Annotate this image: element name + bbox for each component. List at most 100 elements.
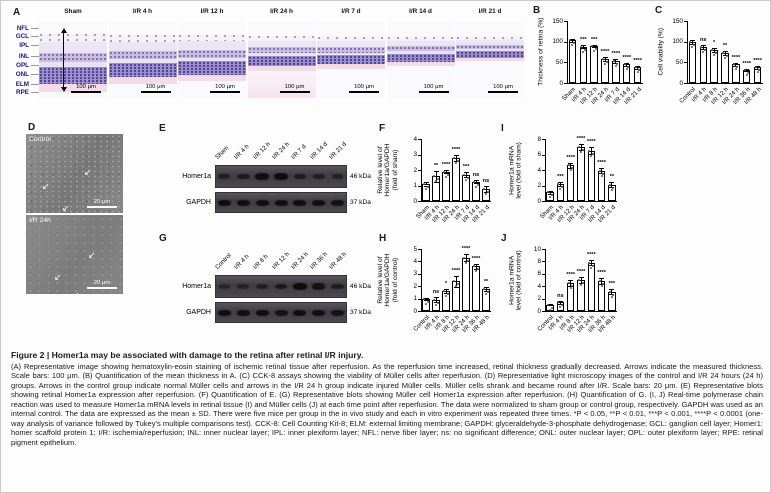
data-point [423, 182, 425, 185]
error-bar-cap [463, 172, 469, 174]
data-point [714, 51, 717, 54]
data-point [463, 173, 465, 176]
y-tick-label: 0 [559, 79, 563, 87]
histology-image-4: 100 μm [247, 22, 316, 98]
scale-bar-text: 100 μm [215, 84, 235, 90]
error-bar-cap [689, 43, 695, 45]
error-bar-cap [711, 51, 717, 53]
panel-letter-g: G [159, 233, 167, 244]
data-point [702, 50, 705, 53]
error-bar [425, 182, 427, 186]
y-axis [421, 139, 422, 201]
error-bar-cap [547, 305, 553, 307]
data-point [614, 65, 617, 68]
error-bar [445, 169, 447, 174]
error-bar-cap [443, 293, 449, 295]
data-point [569, 287, 572, 290]
error-bar-cap [609, 187, 615, 189]
y-tick [564, 62, 567, 64]
error-bar-cap [473, 179, 479, 181]
protein-band [331, 283, 344, 290]
scale-bar-text: 100 μm [284, 84, 305, 90]
scale-bar: 100 μm [210, 84, 240, 93]
data-point [581, 282, 584, 284]
retina-band [108, 41, 177, 51]
y-tick-label: 0 [537, 307, 541, 315]
histology-column-title: Sham [64, 8, 82, 15]
protein-band [274, 309, 288, 316]
y-tick-label: 1 [413, 182, 417, 189]
error-bar [590, 259, 592, 266]
error-bar-cap [473, 183, 479, 185]
data-point [425, 187, 427, 190]
data-point [549, 308, 552, 311]
y-tick-label: 6 [537, 151, 541, 158]
scale-bar-text: 100 μm [493, 84, 513, 90]
data-point [610, 295, 613, 298]
panel-h-chart: H 0 1 2 3 4 5 Relative level of Homer1a/GAPDH (fo… [375, 233, 497, 349]
data-point [455, 285, 457, 288]
data-point [476, 268, 479, 271]
y-tick-label: 50 [555, 58, 563, 66]
data-point [580, 45, 583, 48]
data-point [616, 63, 619, 66]
error-bar-cap [635, 65, 641, 67]
error-bar-cap [609, 182, 615, 183]
y-axis [545, 139, 546, 201]
protein-band [293, 309, 307, 316]
retina-band [247, 40, 316, 48]
control-microscopy-image: Control 20 μm ↙ ↙ ↙ [26, 134, 123, 213]
panel-d: D Control 20 μm ↙ ↙ ↙ I/R 24h 20 μm ↙ ↙ ↙ [26, 122, 126, 304]
data-point [600, 174, 603, 177]
retina-band [317, 37, 385, 42]
y-axis-label-line: Relative level of [376, 146, 384, 194]
y-tick [418, 154, 421, 156]
y-tick-label: 0 [413, 307, 417, 315]
data-point [486, 291, 489, 294]
error-bar [601, 277, 603, 284]
error-bar-cap [568, 162, 574, 164]
panel-c-chart: C 0 50 100 150 Cell viability (%) Control ns I/R… [651, 5, 770, 121]
error-bar-cap [443, 173, 449, 175]
protein-band [217, 309, 231, 316]
error-bar [465, 253, 467, 262]
significance-label: **** [611, 51, 621, 58]
data-point [612, 60, 615, 63]
kda-label: 46 kDa [350, 172, 371, 180]
data-point [608, 290, 611, 293]
data-point [571, 285, 574, 288]
error-bar [637, 65, 639, 69]
data-point [581, 148, 584, 151]
error-bar [593, 44, 595, 48]
significance-label: **** [731, 54, 741, 61]
y-tick-label: 4 [413, 257, 417, 265]
error-bar-cap [433, 181, 439, 183]
y-axis-label-line: level (fold of sham) [515, 141, 523, 199]
data-point [550, 306, 553, 309]
protein-band [255, 309, 269, 316]
error-bar-cap [578, 149, 584, 151]
histology-image-1: 100 μm [39, 22, 107, 98]
error-bar-cap [580, 45, 586, 47]
data-point [569, 39, 572, 42]
bar-i-r-24-h [577, 146, 585, 201]
y-tick [418, 249, 421, 250]
retina-band [247, 36, 316, 41]
error-bar-cap [591, 47, 597, 49]
error-bar [626, 62, 628, 67]
retina-band [39, 83, 107, 92]
error-bar [455, 155, 457, 162]
scale-bar-text: 100 μm [145, 84, 166, 90]
error-bar-cap [624, 66, 630, 68]
data-point [549, 196, 552, 199]
y-tick [684, 62, 687, 64]
layer-label-opl: OPL [16, 62, 29, 69]
error-bar-cap [547, 304, 553, 306]
retina-band [456, 40, 524, 45]
error-bar [455, 275, 457, 287]
protein-band [237, 173, 250, 180]
data-point [466, 259, 469, 262]
error-bar-cap [700, 48, 706, 50]
data-point [445, 295, 447, 298]
y-tick-label: 5 [413, 245, 417, 253]
